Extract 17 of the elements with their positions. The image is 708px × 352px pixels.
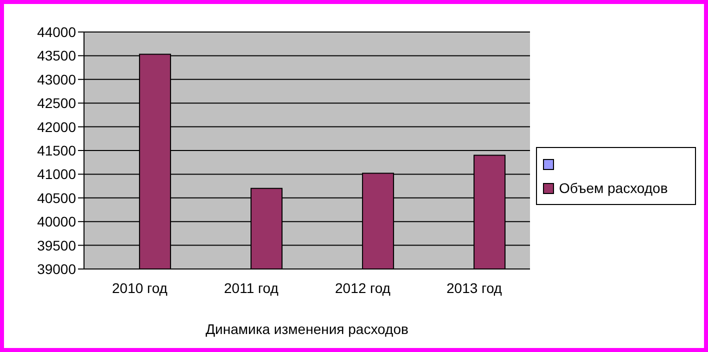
x-tick-label: 2013 год — [446, 280, 502, 296]
y-tick-label: 39500 — [37, 237, 76, 254]
y-tick-label: 43000 — [37, 71, 76, 88]
y-tick-label: 42000 — [37, 118, 76, 135]
x-axis-title: Динамика изменения расходов — [206, 321, 408, 337]
x-tick-label: 2010 год — [112, 280, 168, 296]
y-tick-label: 43500 — [37, 48, 76, 64]
x-tick-label: 2011 год — [224, 280, 278, 296]
y-tick-label: 41500 — [37, 142, 76, 158]
y-tick-label: 41000 — [37, 166, 76, 182]
y-tick-label: 40500 — [37, 190, 76, 206]
y-tick-label: 42500 — [37, 95, 76, 112]
legend-label: Объем расходов — [559, 180, 668, 196]
y-tick-label: 39000 — [37, 260, 76, 277]
y-tick-label: 40000 — [37, 214, 76, 230]
x-tick-label: 2012 год — [335, 280, 390, 296]
y-tick-label: 44000 — [37, 24, 76, 40]
